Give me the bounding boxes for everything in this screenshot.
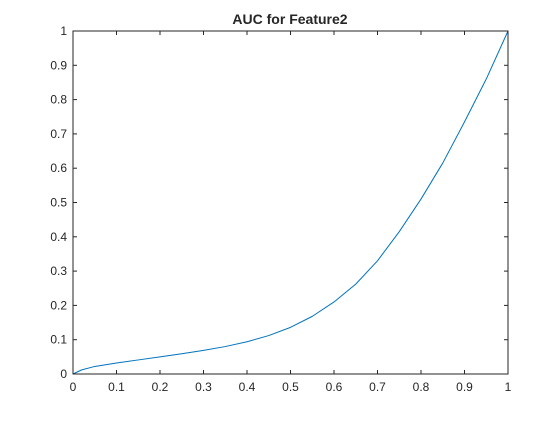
x-tick-label: 0.7 [369, 380, 386, 394]
x-tick-label: 0 [70, 380, 77, 394]
x-tick-label: 0.4 [239, 380, 256, 394]
y-tick-label: 0.1 [50, 333, 67, 347]
y-tick-label: 0.3 [50, 264, 67, 278]
x-tick-label: 1 [505, 380, 512, 394]
x-tick-label: 0.3 [195, 380, 212, 394]
x-tick-label: 0.8 [413, 380, 430, 394]
x-tick-label: 0.1 [108, 380, 125, 394]
series-line-0 [72, 30, 509, 375]
x-tick-label: 0.9 [456, 380, 473, 394]
axes-box [72, 30, 509, 375]
chart-title: AUC for Feature2 [232, 11, 347, 27]
y-tick-label: 0.6 [50, 161, 67, 175]
y-tick-label: 0.9 [50, 58, 67, 72]
y-tick-label: 0 [60, 367, 67, 381]
plot-area [73, 31, 508, 374]
y-tick-label: 0.5 [50, 196, 67, 210]
x-tick-label: 0.6 [326, 380, 343, 394]
x-tick-label: 0.2 [152, 380, 169, 394]
x-tick-label: 0.5 [282, 380, 299, 394]
y-tick-label: 0.7 [50, 127, 67, 141]
series-layer [72, 30, 509, 375]
x-axis-ticks: 0 0.1 0.2 0.3 0.4 0.5 0.6 0.7 0.8 0.9 1 [70, 31, 512, 394]
y-tick-label: 0.4 [50, 230, 67, 244]
y-tick-label: 0.8 [50, 93, 67, 107]
y-tick-label: 0.2 [50, 298, 67, 312]
y-tick-label: 1 [60, 24, 67, 38]
